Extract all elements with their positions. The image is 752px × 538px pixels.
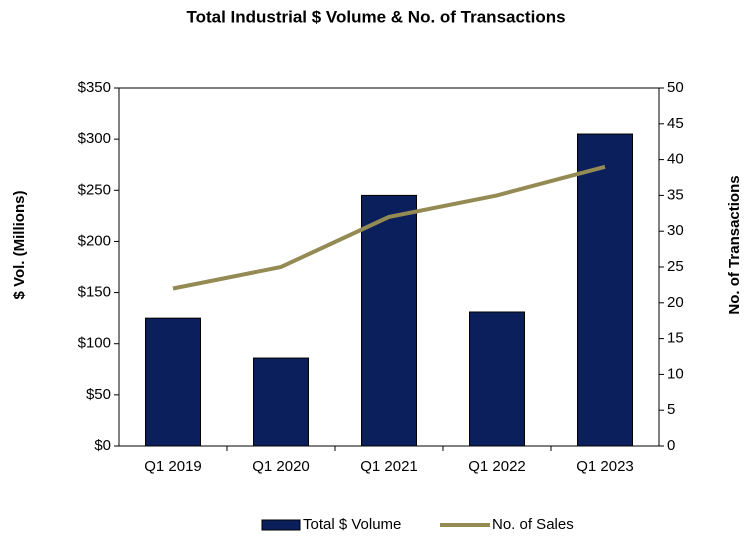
bar [469,311,525,447]
bar [361,194,417,447]
x-tick-label: Q1 2021 [360,458,418,475]
x-tick-label: Q1 2019 [144,458,202,475]
y2-tick-label: 30 [667,222,684,239]
y-tick-label: $150 [78,284,111,301]
chart-title: Total Industrial $ Volume & No. of Trans… [186,7,565,26]
y-tick-label: $200 [78,232,111,249]
y-axis-title: $ Vol. (Millions) [11,191,28,300]
y2-tick-label: 35 [667,186,684,203]
bar [253,357,309,447]
y2-tick-label: 45 [667,115,684,132]
y-tick-label: $0 [94,437,111,454]
legend-swatch [261,519,301,531]
y-tick-label: $50 [86,386,111,403]
y2-tick-label: 20 [667,294,684,311]
y2-tick-label: 0 [667,437,675,454]
y2-tick-label: 25 [667,258,684,275]
x-tick-label: Q1 2022 [468,458,526,475]
y2-tick-label: 15 [667,330,684,347]
y2-axis-title: No. of Transactions [726,175,743,314]
bar [577,133,633,447]
y2-tick-label: 5 [667,401,675,418]
y2-tick-label: 40 [667,151,684,168]
y-tick-label: $100 [78,335,111,352]
x-tick-label: Q1 2020 [252,458,310,475]
y-tick-label: $300 [78,130,111,147]
bar [145,317,201,447]
x-tick-label: Q1 2023 [576,458,634,475]
legend-label: Total $ Volume [303,516,401,533]
y-tick-label: $350 [78,79,111,96]
y-tick-label: $250 [78,181,111,198]
plot-frame [118,87,660,447]
legend-label: No. of Sales [492,516,574,533]
y2-tick-label: 50 [667,79,684,96]
y2-tick-label: 10 [667,365,684,382]
line [172,164,606,291]
